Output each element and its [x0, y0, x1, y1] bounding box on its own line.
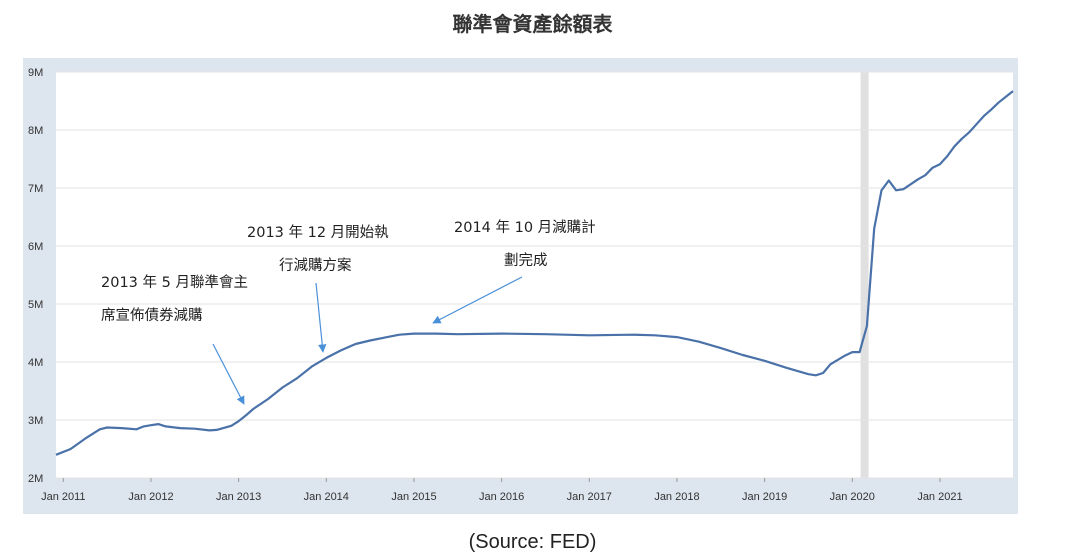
- x-tick-label: Jan 2018: [654, 491, 699, 503]
- annotation-line: 席宣佈債券減購: [101, 307, 203, 324]
- y-tick-label: 5M: [28, 299, 43, 311]
- annotation-line: 劃完成: [504, 252, 548, 269]
- x-tick-label: Jan 2021: [917, 491, 962, 503]
- x-tick-label: Jan 2016: [479, 491, 524, 503]
- annotation-line: 行減購方案: [279, 256, 352, 274]
- annotation-line: 2014 年 10 月減購計: [454, 219, 596, 236]
- y-tick-label: 7M: [28, 183, 43, 195]
- annotation-text: 2013 年 12 月開始執行減購方案: [247, 224, 389, 274]
- x-tick-label: Jan 2015: [391, 491, 436, 503]
- plot-area: [56, 72, 1013, 478]
- y-tick-label: 3M: [28, 415, 43, 427]
- annotation-arrow: [315, 282, 327, 353]
- annotation-arrow: [212, 343, 245, 405]
- annotation-line: 2013 年 12 月開始執: [247, 224, 389, 241]
- x-tick-label: Jan 2012: [128, 491, 173, 503]
- x-tick-label: Jan 2020: [830, 491, 875, 503]
- source-note: (Source: FED): [468, 531, 597, 553]
- annotation-text: 2014 年 10 月減購計劃完成: [454, 219, 596, 269]
- x-tick-label: Jan 2013: [216, 491, 261, 503]
- y-tick-label: 2M: [28, 473, 43, 485]
- annotation-arrow: [432, 276, 523, 324]
- series-line: [55, 90, 1014, 456]
- annotation-text: 2013 年 5 月聯準會主席宣佈債券減購: [101, 274, 248, 324]
- annotation-line: 2013 年 5 月聯準會主: [101, 274, 248, 291]
- y-tick-label: 4M: [28, 357, 43, 369]
- y-tick-label: 9M: [28, 67, 43, 79]
- x-tick-label: Jan 2011: [41, 491, 85, 503]
- x-tick-label: Jan 2019: [742, 491, 787, 503]
- chart-title: 聯準會資產餘額表: [452, 12, 613, 36]
- y-tick-label: 8M: [28, 125, 43, 137]
- x-tick-label: Jan 2014: [304, 491, 349, 503]
- shaded-region: [860, 72, 869, 478]
- x-tick-label: Jan 2017: [567, 491, 612, 503]
- y-tick-label: 6M: [28, 241, 43, 253]
